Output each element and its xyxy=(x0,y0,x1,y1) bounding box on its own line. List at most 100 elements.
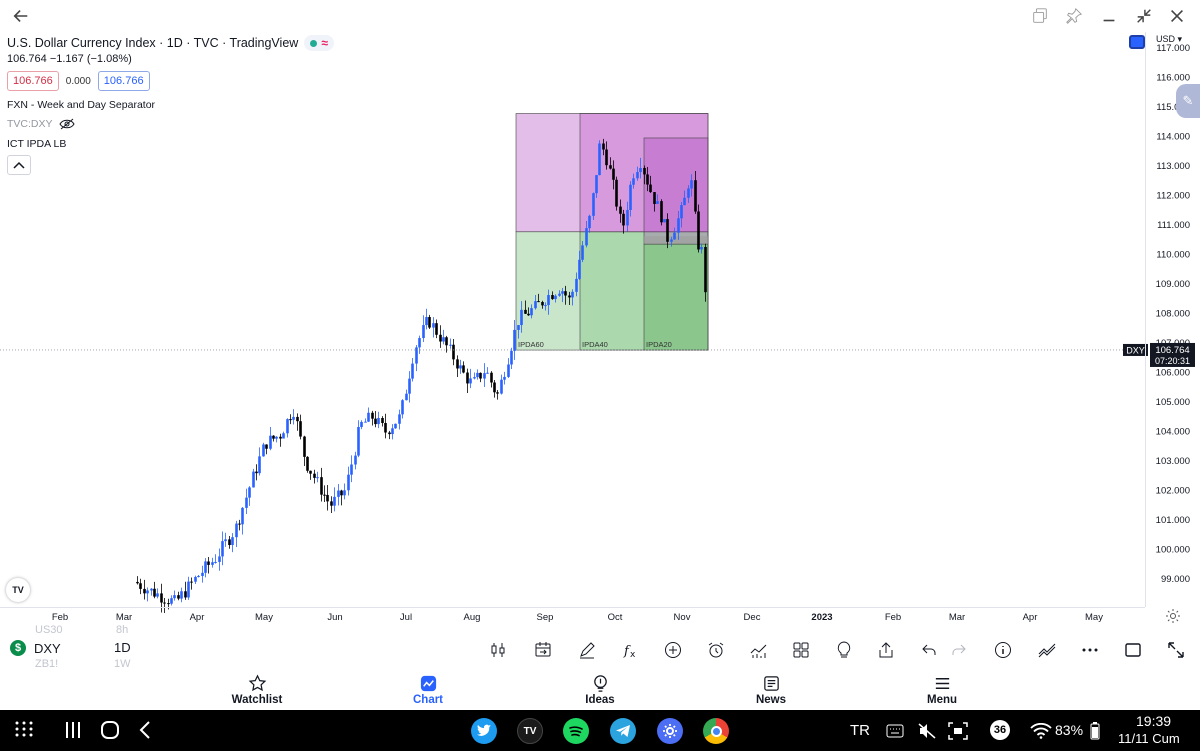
candle-body[interactable] xyxy=(595,175,598,194)
candle-body[interactable] xyxy=(626,209,629,226)
interval-selector[interactable]: 1D xyxy=(114,640,131,655)
candle-body[interactable] xyxy=(513,329,516,351)
copy-icon[interactable] xyxy=(1027,4,1053,28)
currency-selector[interactable]: USD ▾ xyxy=(1156,34,1183,44)
candle-body[interactable] xyxy=(473,377,476,379)
candle-body[interactable] xyxy=(156,593,159,597)
candle-body[interactable] xyxy=(445,337,448,346)
candle-body[interactable] xyxy=(265,444,268,449)
candle-body[interactable] xyxy=(272,435,275,439)
keyboard-icon[interactable] xyxy=(886,724,904,738)
tradingview-icon[interactable]: TV xyxy=(517,718,543,744)
twitter-icon[interactable] xyxy=(471,718,497,744)
candle-body[interactable] xyxy=(303,436,306,457)
candle-body[interactable] xyxy=(683,197,686,206)
candle-body[interactable] xyxy=(452,344,455,360)
candle-body[interactable] xyxy=(269,435,272,449)
candle-body[interactable] xyxy=(408,378,411,394)
candle-body[interactable] xyxy=(418,338,421,348)
candle-body[interactable] xyxy=(585,228,588,246)
candle-body[interactable] xyxy=(299,421,302,437)
candle-body[interactable] xyxy=(286,419,289,434)
nav-chart[interactable]: Chart xyxy=(388,674,468,706)
candle-body[interactable] xyxy=(554,295,557,300)
candle-body[interactable] xyxy=(687,188,690,198)
arrow-left-icon[interactable] xyxy=(8,4,34,28)
candle-body[interactable] xyxy=(177,595,180,599)
chrome-icon[interactable] xyxy=(703,718,729,744)
candle-body[interactable] xyxy=(282,433,285,439)
candle-body[interactable] xyxy=(357,427,360,456)
candle-body[interactable] xyxy=(632,178,635,185)
candle-body[interactable] xyxy=(241,507,244,525)
candle-body[interactable] xyxy=(146,590,149,594)
candle-body[interactable] xyxy=(459,365,462,369)
candle-body[interactable] xyxy=(673,232,676,240)
candle-body[interactable] xyxy=(541,302,544,306)
candle-body[interactable] xyxy=(360,421,363,428)
candle-body[interactable] xyxy=(670,239,673,242)
candle-body[interactable] xyxy=(279,436,282,439)
candle-body[interactable] xyxy=(214,561,217,563)
candle-body[interactable] xyxy=(581,245,584,260)
ipda60-discount-zone[interactable] xyxy=(515,231,709,351)
layout-icon[interactable] xyxy=(789,638,813,662)
candle-body[interactable] xyxy=(143,588,146,594)
undo-icon[interactable] xyxy=(917,638,941,662)
candle-body[interactable] xyxy=(221,541,224,557)
candle-body[interactable] xyxy=(381,417,384,423)
candle-body[interactable] xyxy=(190,581,193,583)
buy-price-button[interactable]: 106.766 xyxy=(97,71,150,91)
nav-watchlist[interactable]: Watchlist xyxy=(217,674,297,706)
candle-body[interactable] xyxy=(690,180,693,189)
candle-body[interactable] xyxy=(507,364,510,377)
symbol-selector[interactable]: $ DXY xyxy=(10,640,61,656)
indicator-dxy-overlay[interactable]: TVC:DXY xyxy=(7,118,75,130)
candle-body[interactable] xyxy=(558,293,561,296)
candle-body[interactable] xyxy=(479,372,482,379)
candle-body[interactable] xyxy=(486,372,489,374)
candle-body[interactable] xyxy=(666,219,669,242)
more-icon[interactable] xyxy=(1078,638,1102,662)
candle-body[interactable] xyxy=(333,496,336,506)
candle-body[interactable] xyxy=(347,474,350,491)
candles-icon[interactable] xyxy=(486,638,510,662)
candle-body[interactable] xyxy=(391,428,394,435)
candle-body[interactable] xyxy=(306,456,309,471)
candle-body[interactable] xyxy=(238,523,241,525)
candle-body[interactable] xyxy=(466,372,469,384)
candle-body[interactable] xyxy=(340,490,343,496)
candle-body[interactable] xyxy=(547,295,550,306)
indicator-fxn-separator[interactable]: FXN - Week and Day Separator xyxy=(7,99,156,111)
candle-body[interactable] xyxy=(622,213,625,226)
candle-body[interactable] xyxy=(415,347,418,364)
candle-body[interactable] xyxy=(252,471,255,488)
candle-body[interactable] xyxy=(401,400,404,415)
screenshot-icon[interactable] xyxy=(948,722,968,740)
candle-body[interactable] xyxy=(218,556,221,562)
candle-body[interactable] xyxy=(167,603,170,605)
candle-body[interactable] xyxy=(394,423,397,429)
candle-body[interactable] xyxy=(449,344,452,346)
notification-badge[interactable]: 36 xyxy=(990,720,1010,740)
candle-body[interactable] xyxy=(313,473,316,478)
candle-body[interactable] xyxy=(204,561,207,573)
candle-body[interactable] xyxy=(398,414,401,424)
candle-body[interactable] xyxy=(500,379,503,394)
pin-icon[interactable] xyxy=(1061,4,1087,28)
draw-icon[interactable] xyxy=(575,638,599,662)
candle-body[interactable] xyxy=(245,497,248,508)
candle-body[interactable] xyxy=(289,419,292,421)
candle-body[interactable] xyxy=(170,598,173,604)
candle-body[interactable] xyxy=(656,201,659,204)
symbol-title[interactable]: U.S. Dollar Currency Index · 1D · TVC · … xyxy=(7,36,299,50)
candle-body[interactable] xyxy=(275,436,278,439)
idea-icon[interactable] xyxy=(832,638,856,662)
candle-body[interactable] xyxy=(527,313,530,316)
candle-body[interactable] xyxy=(537,301,540,303)
candle-body[interactable] xyxy=(150,588,153,591)
tradingview-logo[interactable]: TV xyxy=(6,578,30,602)
candle-body[interactable] xyxy=(592,193,595,216)
candle-body[interactable] xyxy=(337,490,340,497)
